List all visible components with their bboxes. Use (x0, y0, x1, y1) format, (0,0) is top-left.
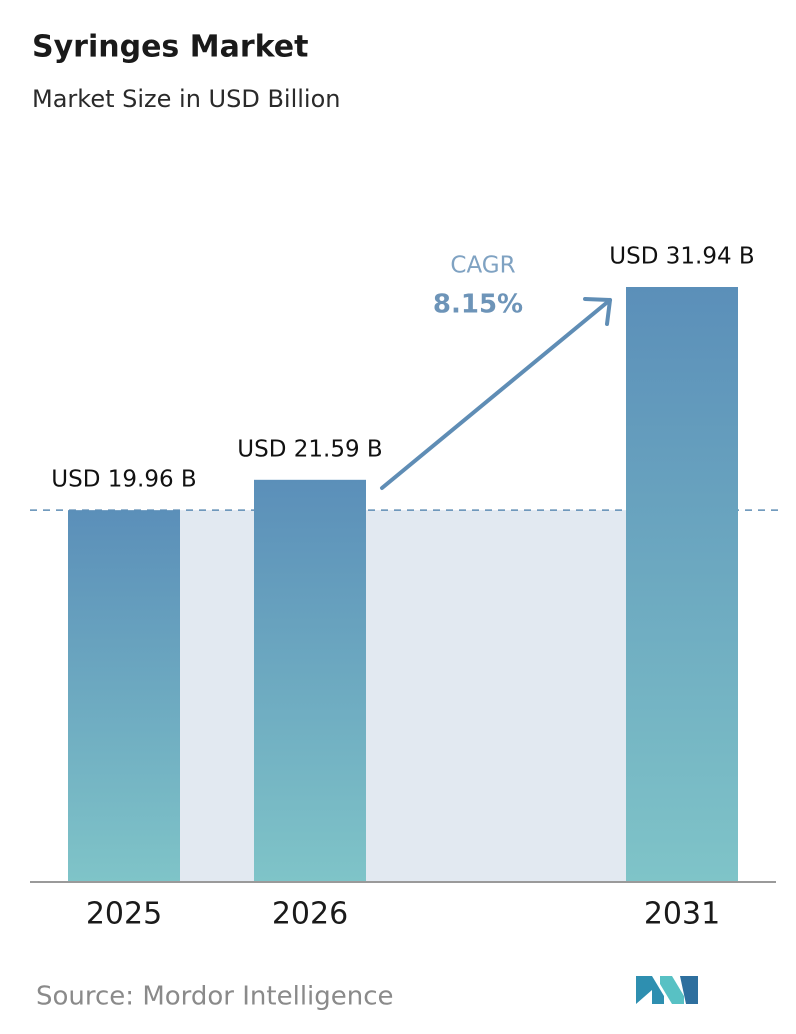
bar (626, 287, 738, 882)
cagr-label: CAGR (450, 253, 515, 279)
value-label: USD 31.94 B (609, 244, 754, 270)
source: Source: Mordor Intelligence (36, 982, 394, 1012)
cagr-arrow (380, 297, 612, 490)
bar (68, 510, 180, 882)
plot-area: USD 19.96 B 2025 USD 21.59 B 2026 USD 31.94 … (30, 244, 780, 932)
logo (636, 976, 698, 1004)
x-tick-label: 2025 (86, 897, 162, 932)
chart-subtitle: Market Size in USD Billion (32, 85, 340, 113)
x-tick-label: 2026 (272, 897, 348, 932)
chart-title: Syringes Market (32, 30, 308, 65)
cagr-value: 8.15% (433, 290, 523, 320)
value-label: USD 21.59 B (237, 436, 382, 462)
bar (254, 479, 366, 882)
value-label: USD 19.96 B (51, 467, 196, 493)
x-tick-label: 2031 (644, 897, 720, 932)
